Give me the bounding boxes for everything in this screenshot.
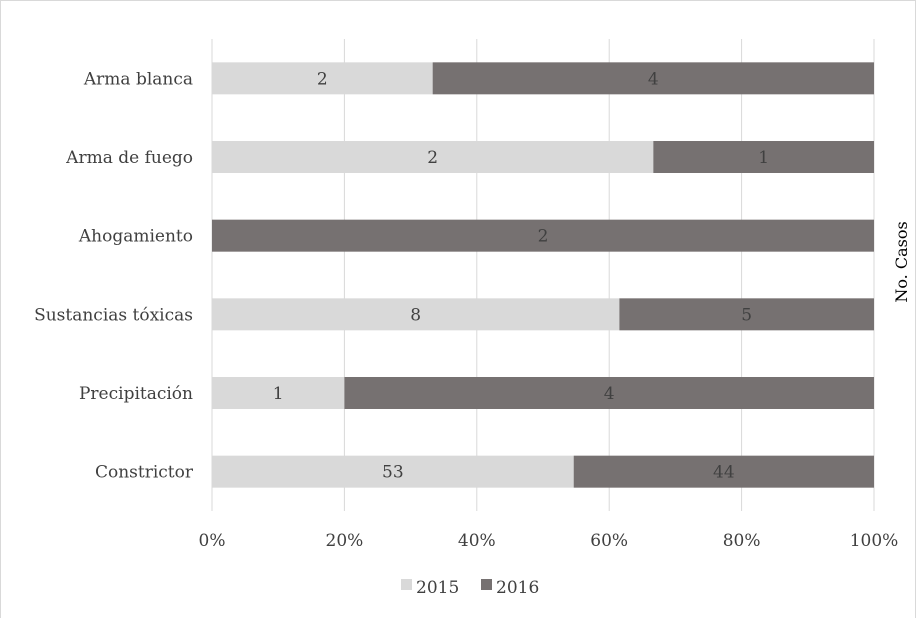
x-tick-label: 100% bbox=[850, 531, 899, 551]
bar-2015 bbox=[212, 298, 620, 331]
category-label: Precipitación bbox=[79, 384, 193, 404]
data-label: 2 bbox=[317, 69, 328, 89]
bars bbox=[212, 62, 874, 488]
bar-2015 bbox=[212, 377, 345, 409]
data-label: 8 bbox=[410, 305, 421, 325]
category-label: Ahogamiento bbox=[78, 227, 193, 247]
data-label: 4 bbox=[648, 69, 659, 89]
x-tick-label: 0% bbox=[199, 531, 226, 551]
x-tick-label: 20% bbox=[326, 531, 364, 551]
bar-2015 bbox=[212, 141, 654, 173]
legend-label: 2015 bbox=[416, 578, 459, 598]
x-tick-label: 40% bbox=[458, 531, 496, 551]
x-tick-label: 80% bbox=[723, 531, 761, 551]
bar-2015 bbox=[212, 62, 433, 95]
bar-2016 bbox=[573, 455, 874, 488]
gridlines bbox=[211, 39, 875, 511]
data-label: 1 bbox=[273, 384, 284, 404]
category-label: Arma blanca bbox=[83, 69, 193, 89]
data-label: 2 bbox=[538, 227, 549, 247]
bar-2016 bbox=[653, 141, 874, 173]
category-label: Sustancias tóxicas bbox=[34, 305, 193, 325]
legend: 2015 2016 bbox=[401, 578, 539, 598]
data-label: 44 bbox=[713, 463, 735, 483]
legend-swatch bbox=[481, 579, 492, 590]
right-axis-title: No. Casos bbox=[892, 221, 911, 302]
bar-2015 bbox=[212, 455, 574, 488]
bar-2016 bbox=[432, 62, 874, 95]
bar-2016 bbox=[212, 219, 874, 252]
category-label: Constrictor bbox=[95, 463, 194, 483]
category-label: Arma de fuego bbox=[65, 148, 193, 168]
data-label: 2 bbox=[427, 148, 438, 168]
x-tick-label: 60% bbox=[590, 531, 628, 551]
bar-2016 bbox=[344, 377, 874, 409]
data-label: 1 bbox=[758, 148, 769, 168]
data-label: 5 bbox=[741, 305, 752, 325]
legend-swatch bbox=[401, 579, 412, 590]
data-label: 4 bbox=[604, 384, 615, 404]
bar-2016 bbox=[619, 298, 874, 331]
data-label: 53 bbox=[382, 463, 404, 483]
legend-label: 2016 bbox=[496, 578, 539, 598]
category-labels: Arma blanca Arma de fuego Ahogamiento Susta… bbox=[34, 69, 194, 482]
x-tick-labels: 0% 20% 40% 60% 80% 100% bbox=[199, 531, 899, 551]
data-labels: 2 4 2 1 2 8 5 1 4 53 44 bbox=[273, 69, 769, 482]
